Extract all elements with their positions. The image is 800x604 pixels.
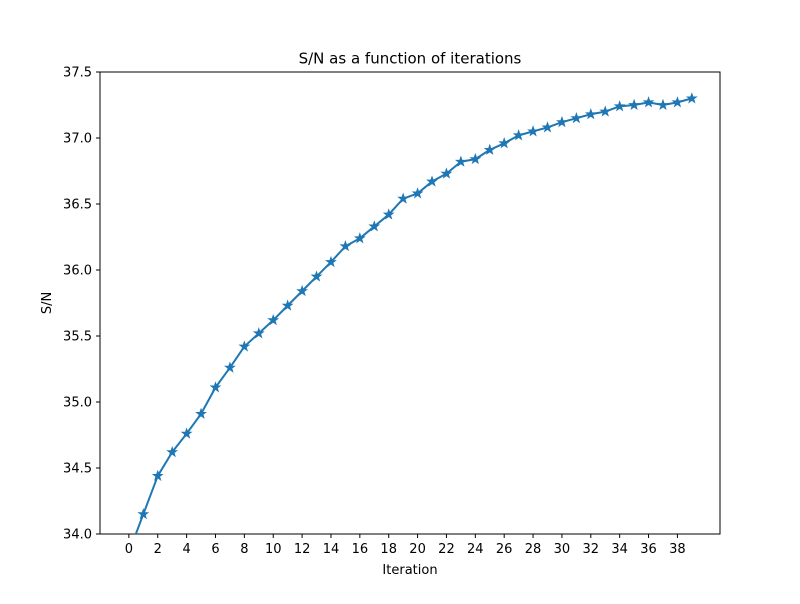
y-tick-label: 37.5 [63,66,92,81]
data-point-star [281,299,294,311]
x-tick-label: 12 [294,542,311,557]
data-point-star [353,232,366,244]
x-tick-label: 34 [611,542,628,557]
data-point-star [685,92,698,104]
data-point-star [180,427,193,439]
x-tick-label: 30 [554,542,571,557]
x-tick-label: 28 [525,542,542,557]
data-point-star [426,175,438,187]
data-point-star [368,220,381,232]
x-tick-label: 20 [409,542,426,557]
x-tick-label: 0 [125,542,133,557]
x-tick-label: 36 [640,542,657,557]
x-tick-label: 14 [323,542,340,557]
data-point-star [556,115,568,128]
y-tick-label: 34.0 [63,528,92,543]
data-point-star [584,108,597,120]
data-point-star [642,96,655,108]
data-point-star [195,407,207,419]
data-point-star [382,208,395,220]
data-point-star [267,313,280,326]
x-axis-label: Iteration [382,563,437,578]
data-point-star [224,361,236,373]
x-tick-label: 38 [669,542,686,557]
data-point-star [411,187,424,199]
data-point-star [527,125,539,137]
x-tick-label: 4 [182,542,190,557]
x-tick-label: 2 [154,542,162,557]
x-tick-label: 18 [380,542,397,557]
data-point-star [628,98,641,111]
x-tick-label: 16 [352,542,369,557]
axes-frame [99,71,721,535]
y-tick-label: 36.5 [63,198,92,213]
y-tick-label: 35.0 [63,396,92,411]
data-point-star [238,340,251,352]
plot-area: 0 2 4 6 8 10 12 14 16 18 20 22 24 26 28 30 32 34 36 3834.03… [63,66,721,557]
data-point-star [599,105,612,117]
x-tick-label: 10 [265,542,282,557]
data-point-star [512,129,525,141]
data-point-star [252,327,265,339]
y-tick-label: 34.5 [63,462,92,477]
data-point-star [310,270,323,282]
data-point-star [325,255,337,268]
x-tick-label: 32 [583,542,600,557]
data-point-star [296,284,309,297]
data-point-star [151,469,164,481]
series-group [134,92,698,534]
data-point-star [613,100,626,112]
data-point-star [671,96,684,108]
y-axis-label: S/N [40,292,55,314]
data-point-star [397,192,410,204]
y-tick-label: 35.5 [63,330,92,345]
x-tick-label: 6 [211,542,219,557]
y-tick-label: 37.0 [63,132,92,147]
data-point-star [498,137,511,149]
chart-title: S/N as a function of iterations [299,50,522,68]
data-point-star [339,240,352,252]
data-point-star [570,111,583,124]
data-point-star [541,121,554,133]
data-point-star [440,167,453,179]
data-point-star [209,381,222,393]
x-tick-label: 24 [467,542,484,557]
x-tick-label: 26 [496,542,513,557]
data-point-star [483,143,496,155]
x-tick-label: 22 [438,542,455,557]
data-point-star [469,152,482,165]
data-point-star [137,507,150,520]
data-point-star [454,155,467,167]
x-tick-label: 8 [240,542,248,557]
y-tick-label: 36.0 [63,264,92,279]
series-line [134,97,694,534]
data-point-star [657,98,669,111]
data-point-star [166,445,179,458]
